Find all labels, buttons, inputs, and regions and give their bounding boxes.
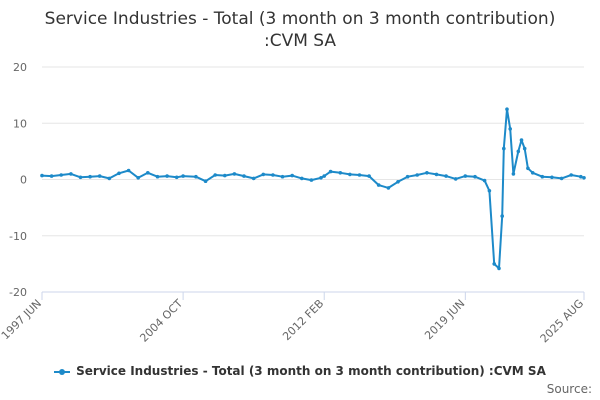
data-point[interactable] <box>473 174 477 179</box>
data-point[interactable] <box>97 174 102 178</box>
data-point[interactable] <box>434 172 439 177</box>
data-point[interactable] <box>136 176 140 180</box>
data-point[interactable] <box>367 174 371 178</box>
data-point[interactable] <box>155 174 160 179</box>
data-point[interactable] <box>357 173 362 177</box>
data-point[interactable] <box>290 173 295 178</box>
data-point[interactable] <box>582 176 586 180</box>
data-point[interactable] <box>280 174 285 179</box>
data-point[interactable] <box>348 172 352 177</box>
data-point[interactable] <box>569 173 573 177</box>
series-line <box>41 108 585 270</box>
data-point[interactable] <box>453 177 458 181</box>
data-point[interactable] <box>550 175 554 180</box>
data-point[interactable] <box>49 174 54 178</box>
data-point[interactable] <box>386 186 391 190</box>
data-point[interactable] <box>540 174 545 179</box>
data-point[interactable] <box>328 169 333 174</box>
data-point[interactable] <box>487 189 492 193</box>
x-tick-label: 2019 JUN <box>422 297 467 342</box>
data-point[interactable] <box>519 138 524 142</box>
data-point[interactable] <box>500 214 505 218</box>
legend[interactable]: Service Industries - Total (3 month on 3… <box>0 364 600 378</box>
data-point[interactable] <box>376 183 381 187</box>
data-point[interactable] <box>508 127 512 131</box>
data-point[interactable] <box>69 172 73 176</box>
data-point[interactable] <box>482 178 487 183</box>
legend-marker-icon <box>54 368 71 376</box>
data-point[interactable] <box>497 266 501 271</box>
y-tick-label: 0 <box>20 174 27 187</box>
data-point[interactable] <box>579 174 583 179</box>
source-credit[interactable]: Source: <box>546 382 592 396</box>
data-point[interactable] <box>261 172 266 177</box>
data-point[interactable] <box>251 176 256 181</box>
data-point[interactable] <box>194 174 198 179</box>
series-group <box>40 107 586 271</box>
data-point[interactable] <box>526 166 530 171</box>
data-point[interactable] <box>242 174 246 178</box>
data-point[interactable] <box>502 146 506 151</box>
data-point[interactable] <box>174 175 179 180</box>
data-point[interactable] <box>223 173 227 178</box>
data-point[interactable] <box>505 107 509 111</box>
data-point[interactable] <box>322 174 327 178</box>
x-tick-label: 2012 FEB <box>280 297 326 343</box>
chart-title: Service Industries - Total (3 month on 3… <box>44 9 556 51</box>
data-point[interactable] <box>425 171 429 175</box>
data-point[interactable] <box>126 168 131 173</box>
data-point[interactable] <box>405 174 410 179</box>
x-tick-label: 2004 OCT <box>137 297 185 345</box>
y-tick-label: 20 <box>13 61 27 74</box>
data-point[interactable] <box>213 173 217 177</box>
y-tick-label: 10 <box>13 117 27 130</box>
data-point[interactable] <box>309 178 314 182</box>
data-point[interactable] <box>107 176 112 181</box>
data-point[interactable] <box>516 149 521 154</box>
data-point[interactable] <box>232 172 237 176</box>
data-point[interactable] <box>203 179 208 183</box>
y-axis: 20 10 0 -10 -20 <box>9 61 27 299</box>
data-point[interactable] <box>396 180 400 184</box>
data-point[interactable] <box>522 146 527 151</box>
data-point[interactable] <box>78 175 83 180</box>
x-tick-label: 1997 JUN <box>0 297 44 342</box>
y-tick-label: -10 <box>9 230 27 243</box>
data-point[interactable] <box>181 174 185 178</box>
x-axis: 1997 JUN 2004 OCT 2012 FEB 2019 JUN 2025 AUG <box>0 291 587 346</box>
data-point[interactable] <box>40 173 44 178</box>
data-point[interactable] <box>271 173 275 177</box>
y-tick-label: -20 <box>9 286 27 299</box>
data-point[interactable] <box>165 174 169 178</box>
data-point[interactable] <box>530 171 535 175</box>
data-point[interactable] <box>511 172 516 176</box>
data-point[interactable] <box>319 176 323 180</box>
data-point[interactable] <box>338 171 343 175</box>
data-point[interactable] <box>492 262 497 266</box>
data-point[interactable] <box>463 174 468 178</box>
data-point[interactable] <box>300 176 304 181</box>
data-point[interactable] <box>88 174 92 179</box>
data-point[interactable] <box>146 171 150 175</box>
data-point[interactable] <box>444 174 448 178</box>
data-point[interactable] <box>559 176 564 181</box>
legend-label: Service Industries - Total (3 month on 3… <box>76 364 546 378</box>
data-point[interactable] <box>117 171 121 176</box>
x-tick-label: 2025 AUG <box>538 297 587 346</box>
data-point[interactable] <box>59 173 63 177</box>
data-point[interactable] <box>415 173 420 177</box>
